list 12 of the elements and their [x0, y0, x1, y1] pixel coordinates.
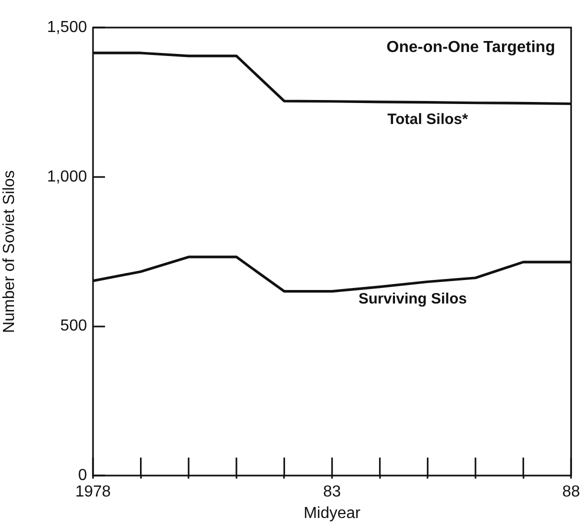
x-axis-title: Midyear: [304, 504, 362, 522]
x-tick-label: 88: [562, 484, 580, 501]
x-tick-label: 83: [323, 484, 342, 501]
y-tick-label: 0: [78, 467, 88, 484]
series-label: Total Silos*: [387, 110, 468, 128]
y-tick-label: 1,500: [46, 19, 88, 36]
x-tick-label: 1978: [75, 484, 111, 501]
y-axis-title: Number of Soviet Silos: [1, 170, 18, 333]
y-tick-label: 500: [60, 318, 88, 335]
y-tick-label: 1,000: [46, 168, 88, 186]
text: One-on-One Targeting: [386, 39, 556, 56]
series-label: Surviving Silos: [358, 290, 467, 308]
